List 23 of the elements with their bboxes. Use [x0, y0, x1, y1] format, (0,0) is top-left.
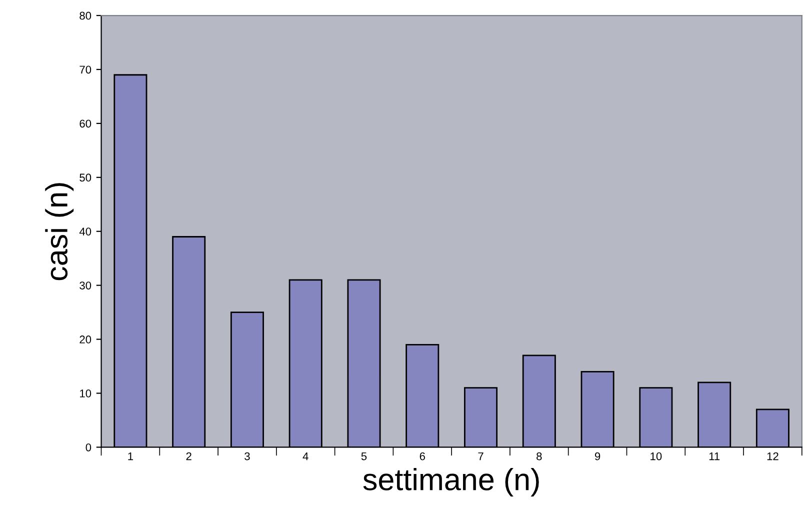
y-tick-label: 10 [80, 390, 92, 398]
x-tick-label: 12 [767, 452, 778, 460]
x-tick-label: 5 [361, 452, 367, 460]
x-tick-label: 8 [536, 452, 542, 460]
x-tick-label: 2 [186, 452, 192, 460]
y-tick-label: 80 [80, 12, 92, 20]
y-tick-label: 70 [80, 66, 92, 74]
y-tick-label: 50 [80, 174, 92, 182]
x-tick-label: 7 [478, 452, 484, 460]
x-tick-label: 9 [594, 452, 600, 460]
x-tick-label: 3 [244, 452, 250, 460]
y-tick-label: 20 [80, 336, 92, 344]
y-tick-label: 40 [79, 228, 92, 236]
x-axis-title: settimane (n) [363, 468, 539, 496]
y-axis-title: casi (n) [45, 183, 74, 280]
y-tick-label: 60 [80, 120, 92, 128]
y-tick-label: 30 [80, 282, 92, 290]
x-tick-label: 10 [650, 452, 662, 460]
x-tick-label: 1 [128, 452, 133, 460]
x-tick-label: 11 [709, 452, 720, 460]
x-tick-label: 6 [420, 452, 425, 460]
x-tick-label: 4 [302, 452, 308, 460]
y-tick-label: 0 [86, 443, 92, 452]
